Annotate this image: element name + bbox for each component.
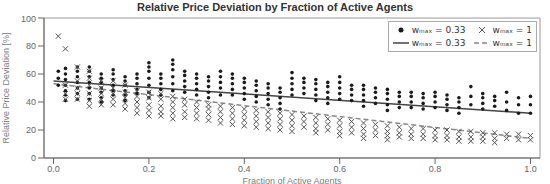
svg-text:Relative Price Deviation [%]: Relative Price Deviation [%]	[8, 32, 11, 143]
svg-text:0.8: 0.8	[429, 164, 442, 174]
svg-text:100: 100	[21, 14, 36, 24]
html-text:wₘₐₓ = 0.33: wₘₐₓ = 0.33	[411, 25, 466, 35]
svg-text:Fraction of Active Agents: Fraction of Active Agents	[242, 176, 342, 184]
html-text:wₘₐₓ = 1: wₘₐₓ = 1	[492, 25, 532, 35]
svg-text:0.0: 0.0	[47, 164, 60, 174]
html-text:wₘₐₓ = 1: wₘₐₓ = 1	[492, 38, 532, 48]
svg-text:1.0: 1.0	[524, 164, 537, 174]
svg-text:80: 80	[26, 41, 36, 51]
svg-text:0.6: 0.6	[333, 164, 346, 174]
svg-text:60: 60	[26, 69, 36, 79]
html-text:wₘₐₓ = 0.33: wₘₐₓ = 0.33	[411, 38, 466, 48]
svg-text:20: 20	[26, 125, 36, 135]
svg-text:0.2: 0.2	[143, 164, 156, 174]
svg-text:0.4: 0.4	[238, 164, 251, 174]
html-text:Relative Price Deviation by Fr: Relative Price Deviation by Fraction of …	[136, 1, 413, 13]
svg-text:0: 0	[31, 153, 36, 163]
svg-text:40: 40	[26, 97, 36, 107]
